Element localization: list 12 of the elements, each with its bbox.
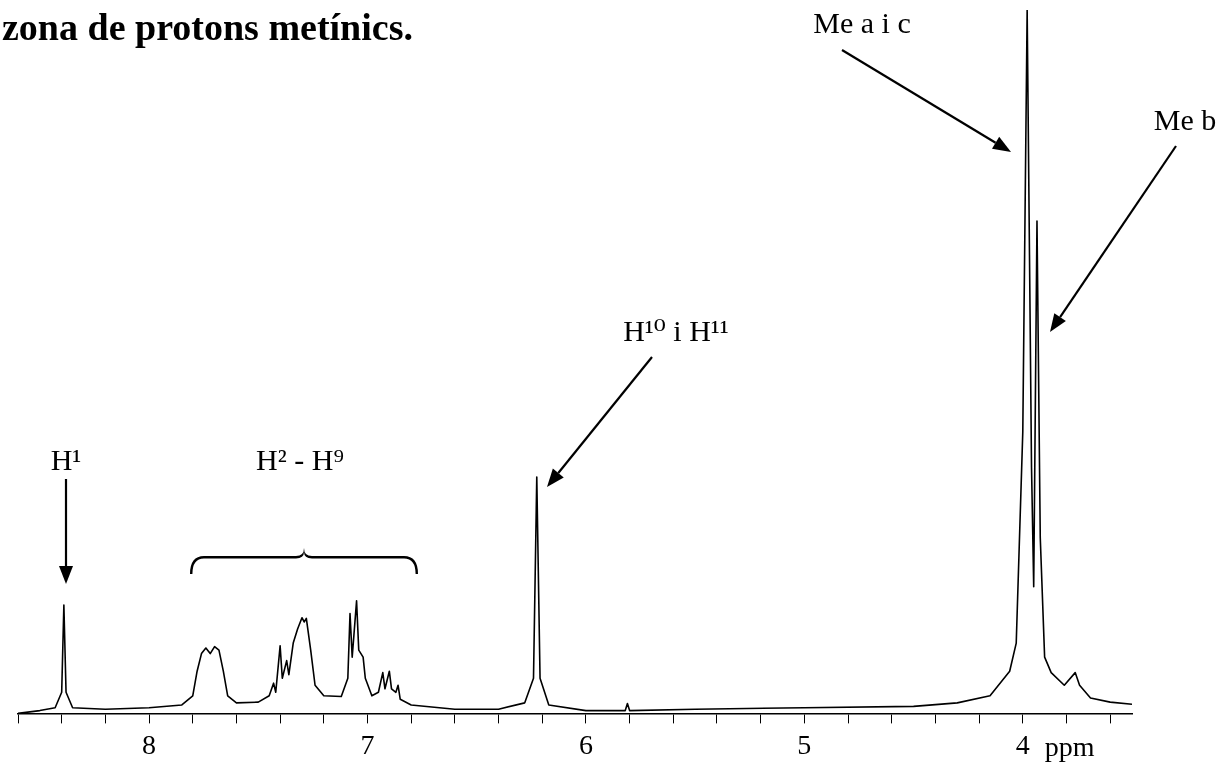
x-tick-label: 6 xyxy=(578,728,593,760)
annotation: H² - H⁹ xyxy=(256,442,344,476)
chart-title: zona de protons metínics. xyxy=(2,6,413,48)
annotation: H¹ xyxy=(50,442,82,476)
text: Me b xyxy=(1153,102,1217,136)
annotation: Me a i c xyxy=(813,5,911,39)
x-tick-label: 5 xyxy=(797,728,812,760)
x-tick-label: 4 xyxy=(1015,728,1030,760)
x-tick-label: 8 xyxy=(142,728,157,760)
x-axis-title: ppm xyxy=(1044,731,1095,763)
annotation: H¹⁰ i H¹¹ xyxy=(623,313,729,347)
x-tick-label: 7 xyxy=(360,728,375,760)
